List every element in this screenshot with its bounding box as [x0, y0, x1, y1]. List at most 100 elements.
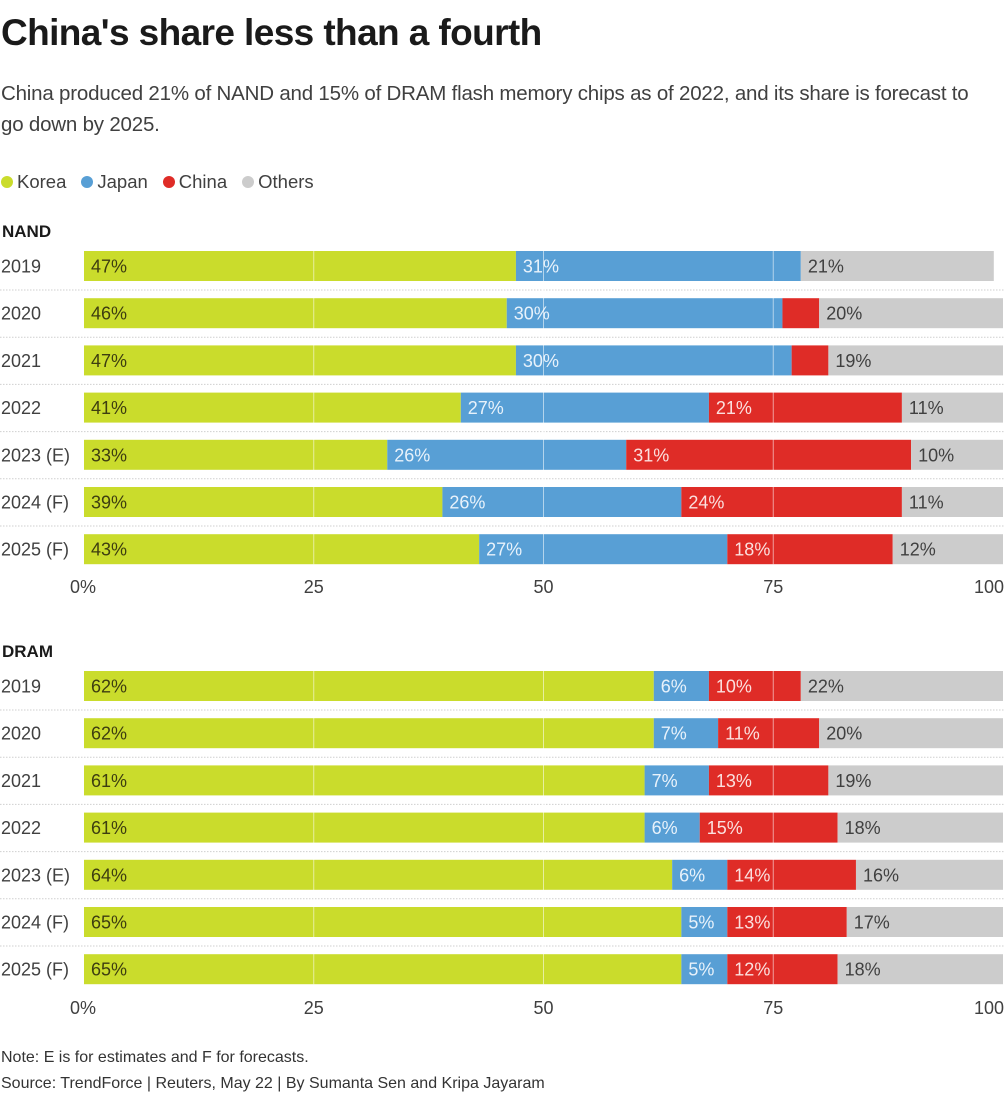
dram-category-label: 2021	[1, 771, 41, 791]
legend-label-others: Others	[258, 171, 314, 192]
dram-bar-korea	[84, 718, 654, 749]
nand-bar-korea	[84, 298, 507, 329]
nand-category-label: 2021	[1, 351, 41, 371]
nand-category-label: 2023 (E)	[1, 445, 70, 465]
nand-x-tick-label: 50	[533, 577, 553, 597]
nand-data-label-china: 21%	[716, 398, 752, 418]
nand-data-label-others: 20%	[826, 304, 862, 324]
legend-item-japan: Japan	[81, 171, 148, 193]
nand-bar-japan	[460, 392, 709, 423]
dram-bar-korea	[84, 671, 654, 701]
nand-data-label-others: 11%	[909, 493, 944, 513]
nand-data-label-korea: 39%	[91, 493, 127, 513]
legend-label-japan: Japan	[97, 171, 148, 192]
nand-data-label-others: 11%	[909, 398, 944, 418]
nand-x-tick-label: 0%	[70, 577, 96, 597]
nand-panel-title: NAND	[2, 222, 51, 241]
legend-swatch-china	[162, 176, 175, 188]
legend: Korea Japan China Others	[1, 170, 329, 194]
dram-bar-china	[699, 812, 838, 843]
nand-bar-china	[782, 298, 820, 329]
nand-bar-korea	[84, 392, 461, 423]
dram-bar-others	[837, 954, 1003, 985]
dram-bar-korea	[84, 907, 682, 937]
nand-data-label-japan: 27%	[468, 398, 504, 418]
dram-data-label-china: 13%	[734, 913, 770, 933]
nand-data-label-others: 21%	[808, 257, 844, 277]
nand-data-label-japan: 31%	[523, 257, 559, 277]
nand-data-label-china: 24%	[688, 493, 724, 513]
dram-bar-china	[708, 765, 829, 796]
nand-bar-korea	[84, 487, 443, 517]
dram-bar-korea	[84, 765, 645, 796]
dram-bar-china	[727, 907, 847, 937]
dram-data-label-japan: 6%	[652, 818, 678, 838]
dram-x-tick-label: 50	[533, 998, 553, 1018]
nand-data-label-china: 18%	[734, 540, 770, 560]
nand-data-label-japan: 27%	[486, 540, 522, 560]
nand-bar-korea	[84, 251, 516, 281]
dram-data-label-korea: 62%	[91, 677, 127, 697]
legend-item-china: China	[162, 171, 228, 193]
nand-bar-korea	[84, 439, 388, 470]
dram-category-label: 2024 (F)	[1, 913, 69, 933]
dram-data-label-china: 14%	[734, 865, 770, 885]
dram-bar-japan	[681, 954, 728, 985]
nand-bar-others	[901, 487, 1003, 517]
legend-swatch-others	[242, 176, 255, 188]
footnote: Note: E is for estimates and F for forec…	[1, 1049, 309, 1066]
dram-data-label-china: 11%	[725, 724, 760, 744]
legend-label-korea: Korea	[17, 171, 67, 192]
dram-data-label-korea: 65%	[91, 913, 127, 933]
nand-bar-others	[892, 534, 1003, 565]
nand-data-label-japan: 26%	[394, 445, 430, 465]
nand-data-label-korea: 41%	[91, 398, 127, 418]
dram-bar-others	[819, 718, 1003, 749]
dram-bar-others	[828, 765, 1003, 796]
dram-data-label-korea: 61%	[91, 771, 127, 791]
dram-x-tick-label: 25	[304, 998, 324, 1018]
nand-bar-others	[819, 298, 1003, 329]
dram-data-label-japan: 6%	[679, 865, 705, 885]
dram-bar-others	[855, 859, 1003, 890]
nand-data-label-others: 19%	[835, 351, 871, 371]
nand-bar-japan	[479, 534, 728, 565]
dram-bar-japan	[644, 812, 700, 843]
legend-label-china: China	[178, 171, 228, 192]
nand-bar-china	[708, 392, 902, 423]
nand-data-label-china: 31%	[633, 445, 669, 465]
dram-data-label-others: 19%	[835, 771, 871, 791]
dram-category-label: 2023 (E)	[1, 865, 70, 885]
dram-bar-china	[727, 859, 856, 890]
nand-data-label-japan: 30%	[514, 304, 550, 324]
dram-data-label-others: 20%	[826, 724, 862, 744]
dram-category-label: 2025 (F)	[1, 960, 69, 980]
nand-data-label-korea: 33%	[91, 445, 127, 465]
nand-bar-japan	[442, 487, 682, 517]
legend-item-others: Others	[242, 171, 314, 193]
dram-bar-korea	[84, 859, 673, 890]
dram-data-label-china: 13%	[716, 771, 752, 791]
dram-panel-title: DRAM	[2, 642, 53, 661]
nand-bar-china	[791, 345, 829, 376]
dram-bar-japan	[653, 671, 709, 701]
source-credit: Source: TrendForce | Reuters, May 22 | B…	[1, 1075, 545, 1092]
nand-category-label: 2022	[1, 398, 41, 418]
dram-data-label-korea: 62%	[91, 724, 127, 744]
chart-subtitle: China produced 21% of NAND and 15% of DR…	[1, 82, 969, 136]
nand-bar-others	[911, 439, 1003, 470]
dram-category-label: 2022	[1, 818, 41, 838]
nand-bar-others	[828, 345, 1003, 376]
nand-x-tick-label: 25	[304, 577, 324, 597]
dram-data-label-japan: 5%	[688, 960, 714, 980]
dram-data-label-others: 18%	[845, 960, 881, 980]
dram-bar-japan	[653, 718, 719, 749]
nand-data-label-japan: 26%	[449, 493, 485, 513]
dram-bar-korea	[84, 812, 645, 843]
nand-bar-japan	[506, 298, 783, 329]
dram-bar-korea	[84, 954, 682, 985]
dram-data-label-japan: 7%	[661, 724, 687, 744]
nand-data-label-others: 12%	[900, 540, 936, 560]
chart-title: China's share less than a fourth	[1, 12, 542, 53]
dram-bar-japan	[681, 907, 728, 937]
